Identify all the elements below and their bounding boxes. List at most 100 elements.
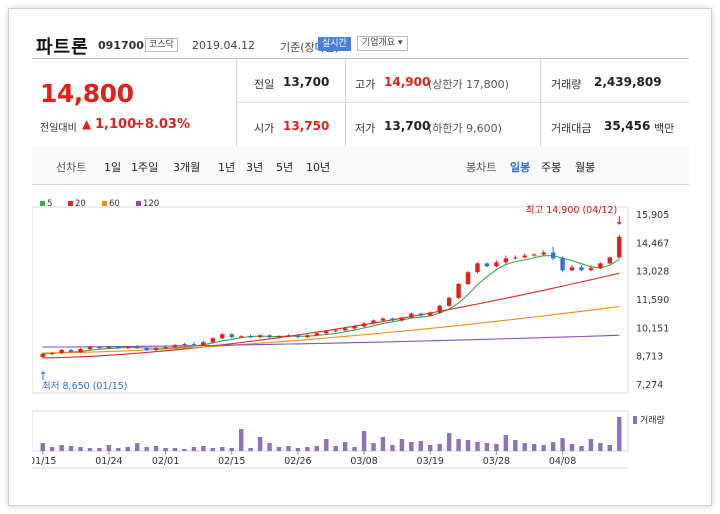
volume-bar bbox=[409, 442, 414, 451]
x-tick-label: 02/01 bbox=[152, 456, 179, 467]
candle-body bbox=[361, 323, 367, 327]
volume-bar bbox=[144, 447, 149, 451]
legend-swatch bbox=[136, 201, 141, 206]
candle-monthly[interactable]: 월봉 bbox=[575, 161, 596, 174]
candle-body bbox=[579, 267, 584, 271]
candle-body bbox=[257, 335, 263, 338]
volume-legend-label: 거래량 bbox=[640, 414, 665, 426]
column-divider bbox=[345, 59, 346, 147]
volume-bar bbox=[172, 448, 178, 451]
trade-amount-unit: 백만 bbox=[654, 122, 675, 135]
candle-body bbox=[333, 330, 338, 332]
candle-body bbox=[314, 333, 320, 336]
candle-weekly[interactable]: 주봉 bbox=[541, 161, 562, 174]
candle-body bbox=[428, 312, 433, 316]
period-3y[interactable]: 3년 bbox=[246, 161, 264, 174]
volume-bar bbox=[210, 448, 216, 451]
stock-code: 091700 bbox=[98, 39, 144, 52]
candle-body bbox=[248, 336, 253, 338]
candle-body bbox=[513, 257, 518, 259]
volume-bar bbox=[40, 443, 45, 451]
lower-limit: (하한가 9,600) bbox=[428, 122, 502, 135]
period-1d[interactable]: 1일 bbox=[104, 161, 122, 174]
volume-bar bbox=[182, 449, 187, 451]
candle-body bbox=[324, 331, 329, 334]
candle-body bbox=[494, 262, 499, 267]
volume-bar bbox=[437, 444, 442, 451]
high-value: 14,900 bbox=[384, 75, 431, 89]
volume-plot-frame bbox=[31, 410, 629, 452]
volume-bar bbox=[276, 447, 282, 451]
ma-line-60 bbox=[42, 305, 620, 354]
column-divider bbox=[540, 59, 541, 147]
candle-body bbox=[560, 258, 565, 271]
company-overview-dropdown[interactable]: 기업개요 ▾ bbox=[357, 36, 408, 51]
change-label: 전일대비 bbox=[40, 123, 77, 134]
legend-swatch bbox=[40, 201, 45, 206]
legend-label-5: 5 bbox=[47, 199, 52, 209]
candle-body bbox=[569, 267, 575, 271]
candle-body bbox=[295, 335, 301, 338]
low-label: 저가 bbox=[355, 122, 376, 135]
volume-bar bbox=[399, 439, 405, 451]
volume-bar bbox=[220, 447, 225, 451]
ma-line-20 bbox=[42, 272, 620, 359]
candle-body bbox=[40, 353, 45, 357]
candle-body bbox=[598, 263, 603, 269]
volume-bar bbox=[342, 442, 348, 451]
candle-body bbox=[550, 252, 556, 259]
legend-swatch bbox=[102, 201, 107, 206]
legend-label-20: 20 bbox=[75, 199, 86, 209]
volume-bar bbox=[163, 448, 168, 451]
period-10y[interactable]: 10년 bbox=[306, 161, 331, 174]
candle-body bbox=[418, 313, 423, 316]
period-3m[interactable]: 3개월 bbox=[173, 161, 201, 174]
current-price: 14,800 bbox=[40, 79, 134, 108]
candle-body bbox=[617, 236, 622, 258]
period-5y[interactable]: 5년 bbox=[276, 161, 294, 174]
y-tick-label: 14,467 bbox=[636, 238, 669, 249]
high-arrow-icon bbox=[616, 216, 622, 225]
x-tick-label: 01/15 bbox=[32, 456, 56, 467]
candle-body bbox=[229, 334, 234, 338]
volume-bar bbox=[191, 447, 197, 451]
candle-body bbox=[390, 318, 395, 321]
volume-bar bbox=[560, 438, 565, 451]
volume-bar bbox=[295, 448, 301, 451]
volume-bar bbox=[135, 443, 140, 451]
candle-body bbox=[342, 328, 348, 331]
legend-label-60: 60 bbox=[109, 199, 120, 209]
volume-bar bbox=[550, 442, 556, 451]
volume-bar bbox=[106, 445, 112, 451]
candle-body bbox=[144, 348, 149, 351]
candle-body bbox=[267, 335, 272, 338]
candle-daily[interactable]: 일봉 bbox=[510, 161, 531, 174]
volume-bar bbox=[541, 445, 546, 451]
volume-bar bbox=[361, 431, 367, 451]
candle-body bbox=[68, 350, 74, 352]
candle-body bbox=[78, 349, 83, 352]
current-price-box: 14,800 전일대비 ▲ 1,100 +8.03% bbox=[32, 59, 237, 147]
period-1y[interactable]: 1년 bbox=[218, 161, 236, 174]
volume-bar bbox=[418, 441, 423, 451]
realtime-button[interactable]: 실시간 bbox=[318, 37, 351, 51]
legend-swatch bbox=[68, 201, 73, 206]
volume-bar bbox=[125, 447, 130, 451]
volume-bar bbox=[579, 446, 584, 451]
volume-bar bbox=[229, 448, 234, 451]
volume-legend-swatch bbox=[633, 416, 637, 424]
row-divider bbox=[236, 102, 689, 103]
x-tick-label: 02/26 bbox=[284, 456, 311, 467]
ma-line-5 bbox=[42, 255, 620, 355]
candle-body bbox=[182, 344, 187, 346]
volume-bar bbox=[59, 445, 64, 451]
y-tick-label: 8,713 bbox=[636, 352, 663, 363]
period-1w[interactable]: 1주일 bbox=[131, 161, 159, 174]
volume-bar bbox=[513, 440, 518, 451]
price-chart[interactable]: 5 20 60 120 15,905 14,467 13,028 11,590 10,151 8,… bbox=[29, 185, 689, 503]
quote-date: 2019.04.12 bbox=[192, 39, 255, 52]
volume-bar bbox=[78, 447, 83, 451]
volume-bar bbox=[267, 443, 272, 451]
candle-body bbox=[286, 335, 291, 337]
candlestick-chart-svg[interactable]: 5 20 60 120 15,905 14,467 13,028 11,590 10,151 8,… bbox=[29, 185, 689, 503]
